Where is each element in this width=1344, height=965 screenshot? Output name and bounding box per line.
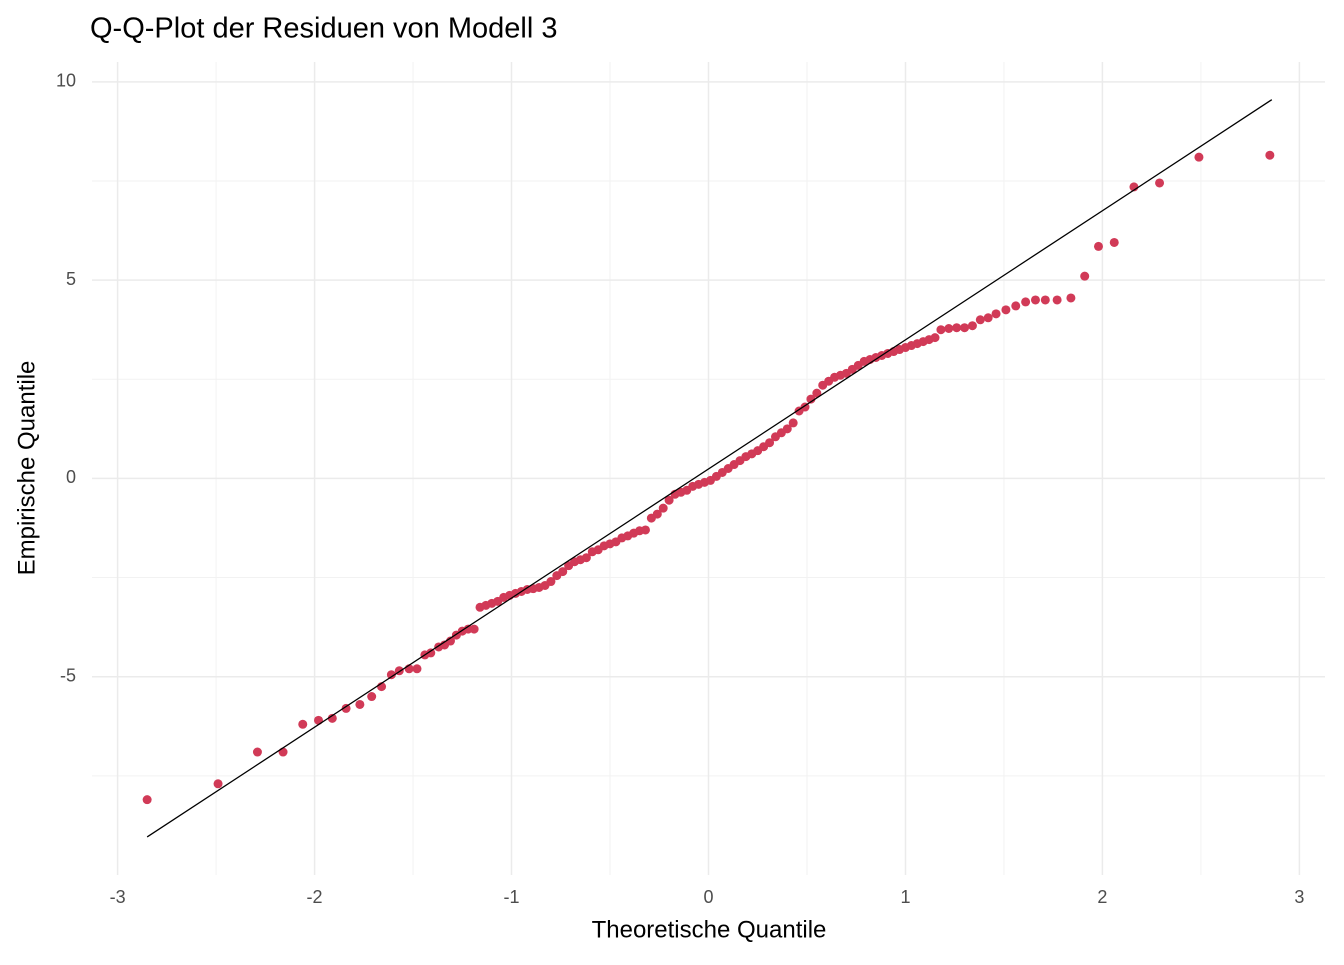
point	[991, 309, 1001, 319]
x-tick-label: 1	[900, 887, 910, 907]
point	[546, 577, 556, 587]
point	[426, 648, 436, 658]
point	[952, 323, 962, 333]
point	[1066, 293, 1076, 303]
point	[1080, 271, 1090, 281]
point	[983, 313, 993, 323]
point	[1001, 305, 1011, 315]
x-tick-label: 2	[1097, 887, 1107, 907]
x-tick-label: -3	[110, 887, 126, 907]
point	[1030, 295, 1040, 305]
point	[355, 699, 365, 709]
point	[558, 567, 568, 577]
point	[142, 795, 152, 805]
point	[412, 664, 422, 674]
point	[944, 324, 954, 334]
point	[278, 747, 288, 757]
point	[652, 509, 662, 519]
x-tick-label: -1	[504, 887, 520, 907]
y-tick-label: 0	[66, 467, 76, 487]
point	[252, 747, 262, 757]
y-axis-label: Empirische Quantile	[13, 361, 40, 576]
reference-line	[146, 99, 1273, 838]
point	[806, 394, 816, 404]
point	[975, 315, 985, 325]
point	[930, 333, 940, 343]
point	[1109, 237, 1119, 247]
point	[1011, 301, 1021, 311]
point	[967, 321, 977, 331]
point	[664, 495, 674, 505]
point	[1155, 178, 1165, 188]
y-tick-label: -5	[60, 665, 76, 685]
point	[812, 388, 822, 398]
point	[640, 525, 650, 535]
y-tick-label: 5	[66, 269, 76, 289]
x-axis-label: Theoretische Quantile	[592, 916, 827, 943]
point	[445, 636, 455, 646]
point	[658, 503, 668, 513]
x-tick-label: 3	[1294, 887, 1304, 907]
point	[1040, 295, 1050, 305]
x-tick-label: -2	[307, 887, 323, 907]
point	[1093, 241, 1103, 251]
point	[314, 715, 324, 725]
point	[782, 424, 792, 434]
point	[1021, 297, 1031, 307]
point	[1194, 152, 1204, 162]
point	[960, 323, 970, 333]
point	[298, 719, 308, 729]
point	[788, 418, 798, 428]
point	[936, 325, 946, 335]
point	[386, 670, 396, 680]
x-tick-label: 0	[703, 887, 713, 907]
point	[581, 553, 591, 563]
point	[327, 713, 337, 723]
point	[1265, 150, 1275, 160]
point	[213, 779, 223, 789]
chart-title: Q-Q-Plot der Residuen von Modell 3	[90, 13, 557, 45]
point	[765, 438, 775, 448]
point	[1052, 295, 1062, 305]
point	[367, 692, 377, 702]
point	[341, 703, 351, 713]
y-tick-label: 10	[56, 71, 76, 91]
point	[469, 624, 479, 634]
